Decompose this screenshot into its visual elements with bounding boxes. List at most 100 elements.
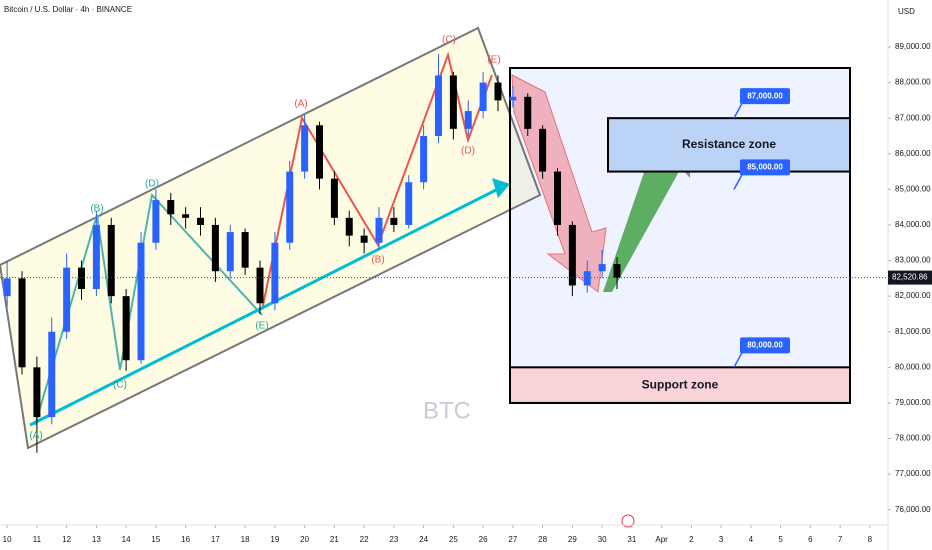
x-tick-label: 30 bbox=[598, 535, 607, 544]
candle-body bbox=[613, 264, 621, 278]
last-price-label: 82,520.86 bbox=[892, 273, 928, 282]
candle-body bbox=[464, 111, 472, 129]
y-tick-label: 82,000.00 bbox=[895, 291, 931, 300]
x-tick-label: 13 bbox=[92, 535, 101, 544]
x-tick-label: 21 bbox=[330, 535, 339, 544]
candle-body bbox=[509, 96, 517, 101]
candle-body bbox=[345, 217, 353, 236]
x-tick-label: 19 bbox=[270, 535, 279, 544]
x-tick-label: 3 bbox=[719, 535, 724, 544]
currency: USD bbox=[898, 7, 915, 16]
y-tick-label: 86,000.00 bbox=[895, 149, 931, 158]
candle-body bbox=[539, 128, 547, 172]
channel bbox=[0, 26, 542, 450]
candle-body bbox=[18, 278, 26, 368]
y-tick-label: 79,000.00 bbox=[895, 398, 931, 407]
candle-body bbox=[226, 232, 234, 272]
x-tick-label: 27 bbox=[508, 535, 517, 544]
candle-body bbox=[3, 278, 11, 297]
x-tick-label: 7 bbox=[838, 535, 843, 544]
chart-title: Bitcoin / U.S. Dollar · 4h · BINANCE bbox=[4, 5, 132, 14]
candle-body bbox=[524, 96, 532, 129]
candle-body bbox=[583, 271, 591, 286]
x-tick-label: 12 bbox=[62, 535, 71, 544]
callout-label: 85,000.00 bbox=[747, 162, 783, 171]
x-tick-label: 24 bbox=[419, 535, 428, 544]
y-tick-label: 83,000.00 bbox=[895, 256, 931, 265]
y-tick-label: 76,000.00 bbox=[895, 505, 931, 514]
watermark: BTC bbox=[423, 397, 471, 424]
callout-box bbox=[740, 337, 790, 354]
candle-body bbox=[182, 214, 190, 218]
candle-body bbox=[598, 264, 606, 272]
y-tick-label: 85,000.00 bbox=[895, 184, 931, 193]
wave-label: (D) bbox=[145, 179, 159, 190]
x-tick-label: 23 bbox=[389, 535, 398, 544]
candle-body bbox=[405, 182, 413, 225]
candle-body bbox=[286, 171, 294, 243]
x-tick-label: 8 bbox=[868, 535, 873, 544]
wave-label: (A) bbox=[294, 99, 307, 110]
wave-line bbox=[34, 192, 263, 426]
candle-body bbox=[420, 135, 428, 183]
candle-body bbox=[48, 331, 56, 418]
x-tick-label: 25 bbox=[449, 535, 458, 544]
x-tick-label: 6 bbox=[808, 535, 813, 544]
event-icon[interactable] bbox=[621, 514, 635, 528]
last-price-box bbox=[888, 270, 932, 285]
wave-label: (D) bbox=[461, 146, 475, 157]
wave-label: (C) bbox=[113, 380, 127, 391]
candle-body bbox=[271, 242, 279, 304]
candle-body bbox=[449, 75, 457, 129]
candle-body bbox=[78, 267, 86, 290]
x-tick-label: 26 bbox=[479, 535, 488, 544]
x-tick-label: 2 bbox=[689, 535, 694, 544]
wave-label: (B) bbox=[90, 204, 103, 215]
candle-body bbox=[316, 125, 324, 179]
x-tick-label: 14 bbox=[122, 535, 131, 544]
candle-body bbox=[360, 235, 368, 243]
wave-label: (A) bbox=[29, 431, 42, 442]
y-tick-label: 81,000.00 bbox=[895, 327, 931, 336]
x-tick-label: 31 bbox=[627, 535, 636, 544]
candle-body bbox=[107, 224, 115, 297]
zone bbox=[509, 366, 851, 404]
x-tick-label: 20 bbox=[300, 535, 309, 544]
candle-body bbox=[553, 171, 561, 225]
callout-label: 87,000.00 bbox=[747, 91, 783, 100]
candle-body bbox=[197, 217, 205, 225]
x-tick-label: 29 bbox=[568, 535, 577, 544]
candle-body bbox=[152, 200, 160, 243]
candle-body bbox=[63, 267, 71, 332]
arrow-head bbox=[492, 178, 510, 198]
x-tick-label: 4 bbox=[749, 535, 754, 544]
candle-body bbox=[434, 75, 442, 136]
candle-body bbox=[390, 217, 398, 225]
candle-body bbox=[479, 82, 487, 112]
candle-body bbox=[211, 224, 219, 272]
x-tick-label: Apr bbox=[655, 535, 668, 544]
candle-body bbox=[33, 367, 41, 418]
wave-label: (B) bbox=[371, 255, 384, 266]
wave-label: (E) bbox=[255, 321, 268, 332]
candle-body bbox=[92, 224, 100, 290]
wave-label: (E) bbox=[487, 55, 500, 66]
x-tick-label: 5 bbox=[778, 535, 783, 544]
x-tick-label: 22 bbox=[360, 535, 369, 544]
candle-body bbox=[375, 217, 383, 243]
x-tick-label: 28 bbox=[538, 535, 547, 544]
x-tick-label: 18 bbox=[241, 535, 250, 544]
callout-box bbox=[740, 159, 790, 176]
candle-body bbox=[301, 125, 309, 172]
candle-body bbox=[167, 200, 175, 215]
callout-box bbox=[740, 88, 790, 105]
y-tick-label: 80,000.00 bbox=[895, 362, 931, 371]
y-tick-label: 78,000.00 bbox=[895, 434, 931, 443]
y-tick-label: 84,000.00 bbox=[895, 220, 931, 229]
wave-label: (C) bbox=[442, 35, 456, 46]
zone-label: Support zone bbox=[642, 377, 719, 391]
x-tick-label: 16 bbox=[181, 535, 190, 544]
x-tick-label: 10 bbox=[3, 535, 12, 544]
candle-body bbox=[137, 242, 145, 361]
